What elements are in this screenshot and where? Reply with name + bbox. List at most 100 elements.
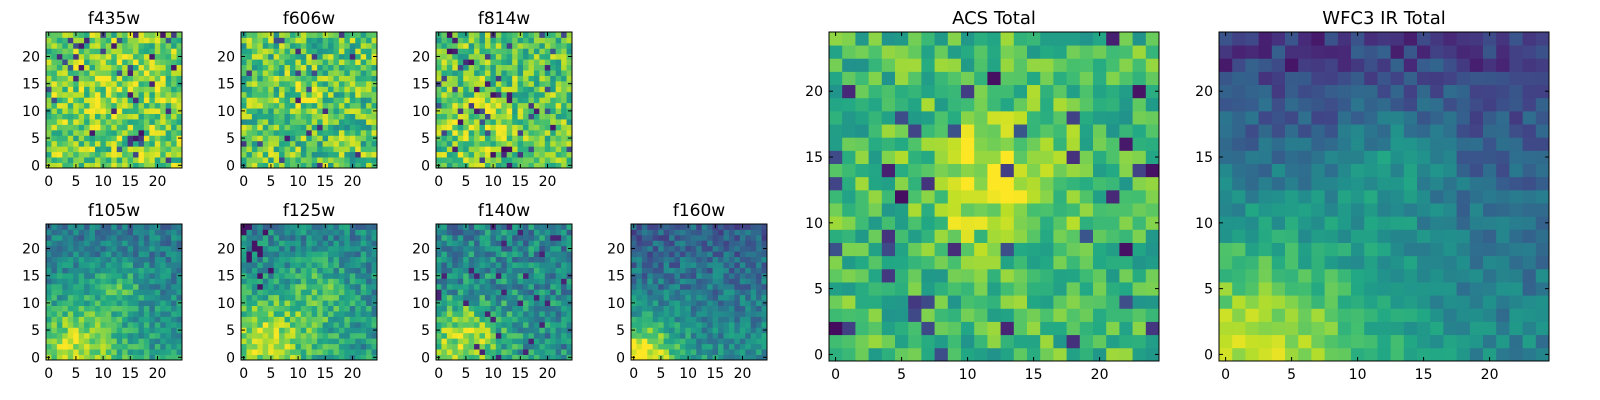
heatmap-cell [257, 108, 264, 114]
heatmap-cell [544, 140, 551, 147]
heatmap-cell [474, 311, 480, 317]
heatmap-cell [436, 251, 442, 258]
heatmap-cell [279, 119, 285, 125]
heatmap-cell [366, 113, 372, 120]
heatmap-cell [647, 321, 654, 328]
heatmap-cell [311, 86, 318, 93]
heatmap-cell [138, 245, 145, 252]
heatmap-cell [279, 234, 285, 241]
heatmap-cell [246, 108, 253, 114]
heatmap-cell [479, 245, 486, 252]
heatmap-cell [127, 129, 134, 136]
heatmap-cell [961, 163, 975, 178]
heatmap-cell [855, 255, 869, 270]
heatmap-cell [165, 267, 172, 274]
heatmap-cell [679, 240, 686, 247]
heatmap-cell [463, 113, 470, 120]
heatmap-cell [251, 251, 258, 258]
heatmap-cell [446, 349, 453, 355]
heatmap-cell [284, 102, 291, 109]
x-tick-label: 20 [539, 174, 557, 190]
heatmap-cell [1013, 242, 1028, 257]
heatmap-cell [241, 70, 247, 76]
heatmap-cell [311, 229, 318, 236]
heatmap-cell [566, 234, 573, 241]
heatmap-cell [463, 135, 470, 142]
heatmap-cell [306, 251, 313, 258]
heatmap-cell [111, 119, 118, 125]
heatmap-cell [355, 119, 362, 125]
heatmap-cell [89, 146, 96, 153]
heatmap-cell [56, 70, 63, 76]
heatmap-cell [251, 234, 258, 241]
heatmap-cell [176, 64, 183, 71]
heatmap-cell [446, 146, 453, 153]
heatmap-cell [452, 305, 459, 312]
heatmap-cell [78, 256, 85, 263]
heatmap-cell [116, 311, 123, 317]
heatmap-cell [512, 113, 518, 120]
heatmap-cell [284, 119, 291, 125]
heatmap-cell [468, 135, 475, 142]
heatmap-cell [555, 124, 562, 131]
heatmap-cell [468, 48, 475, 55]
heatmap-cell [127, 157, 134, 163]
heatmap-cell [446, 70, 453, 76]
heatmap-cell [56, 224, 63, 230]
heatmap-cell [550, 240, 557, 247]
heatmap-cell [728, 332, 735, 339]
heatmap-cell [51, 338, 58, 345]
heatmap-cell [284, 343, 291, 350]
heatmap-cell [105, 151, 112, 158]
heatmap-cell [138, 75, 145, 82]
heatmap-cell [284, 157, 291, 163]
heatmap-cell [1013, 189, 1028, 204]
heatmap-cell [441, 129, 448, 136]
heatmap-cell [355, 316, 362, 323]
heatmap-cell [262, 64, 269, 71]
heatmap-cell [718, 229, 724, 236]
heatmap-cell [311, 332, 318, 339]
heatmap-cell [349, 108, 356, 114]
heatmap-cell [317, 119, 323, 125]
heatmap-cell [111, 140, 118, 147]
heatmap-cell [160, 354, 167, 361]
heatmap-cell [257, 343, 264, 350]
heatmap-cell [441, 251, 448, 258]
heatmap-cell [484, 42, 491, 49]
heatmap-cell [67, 327, 74, 334]
heatmap-cell [452, 80, 459, 87]
heatmap-cell [987, 216, 1001, 230]
heatmap-cell [652, 305, 659, 312]
heatmap-cell [257, 102, 264, 109]
heatmap-cell [512, 37, 518, 44]
heatmap-cell [268, 108, 275, 114]
heatmap-cell [300, 102, 307, 109]
heatmap-cell [829, 282, 843, 296]
heatmap-cell [133, 332, 139, 339]
heatmap-cell [371, 86, 378, 93]
heatmap-cell [495, 234, 502, 241]
heatmap-cell [78, 305, 85, 312]
heatmap-cell [1000, 242, 1015, 257]
heatmap-cell [961, 229, 975, 243]
heatmap-cell [631, 343, 637, 350]
heatmap-cell [284, 97, 291, 104]
heatmap-cell [842, 255, 856, 270]
heatmap-cell [371, 124, 378, 131]
heatmap-cell [165, 283, 172, 290]
heatmap-cell [718, 262, 724, 268]
heatmap-cell [295, 113, 302, 120]
heatmap-cell [550, 135, 557, 142]
heatmap-cell [328, 151, 334, 158]
heatmap-cell [328, 283, 334, 290]
heatmap-cell [441, 53, 448, 60]
heatmap-cell [116, 289, 123, 296]
heatmap-cell [268, 272, 275, 279]
heatmap-cell [555, 240, 562, 247]
heatmap-cell [544, 283, 551, 290]
heatmap-cell [533, 343, 540, 350]
heatmap-cell [701, 251, 708, 258]
heatmap-cell [111, 97, 118, 104]
